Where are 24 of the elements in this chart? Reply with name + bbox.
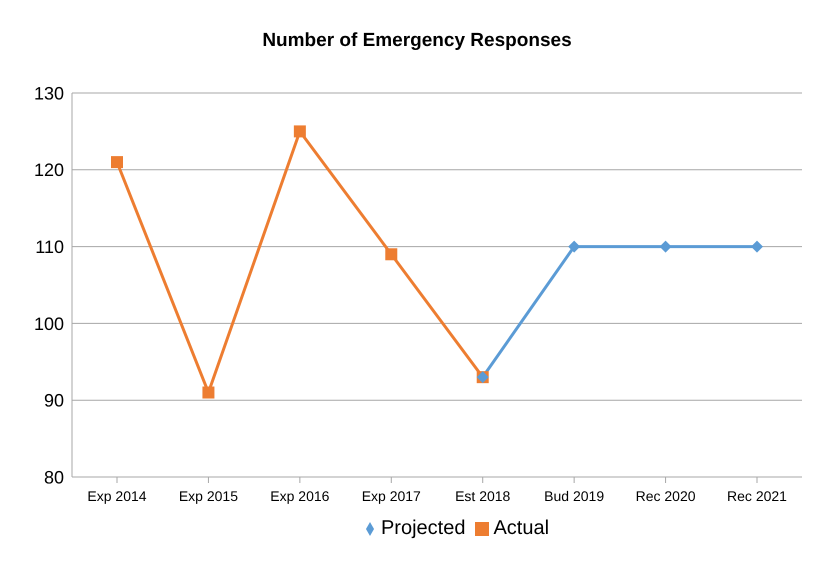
y-tick-label: 100 <box>34 314 64 334</box>
y-tick-label: 130 <box>34 83 64 104</box>
y-tick-label: 80 <box>44 467 64 488</box>
x-tick-label: Exp 2015 <box>178 488 238 504</box>
point <box>111 156 123 168</box>
y-tick-label: 90 <box>44 390 64 411</box>
x-tick-label: Exp 2014 <box>87 488 147 504</box>
x-tick-label: Exp 2016 <box>270 488 330 504</box>
x-tick-label: Exp 2017 <box>362 488 422 504</box>
x-tick-label: Bud 2019 <box>544 488 604 504</box>
chart-title: Number of Emergency Responses <box>261 29 573 53</box>
point <box>385 248 398 260</box>
point <box>294 125 306 138</box>
y-tick-label: 110 <box>35 236 64 257</box>
x-tick-label: Est 2018 <box>455 488 511 504</box>
point <box>202 386 214 399</box>
legend-label: Projected <box>380 517 466 539</box>
point <box>568 240 580 253</box>
x-tick-label: Rec 2021 <box>727 488 788 504</box>
legend-label: Actual <box>493 517 550 539</box>
x-tick-label: Rec 2020 <box>636 488 696 504</box>
y-tick-label: 120 <box>34 160 64 180</box>
point <box>660 240 672 253</box>
point <box>751 240 763 253</box>
